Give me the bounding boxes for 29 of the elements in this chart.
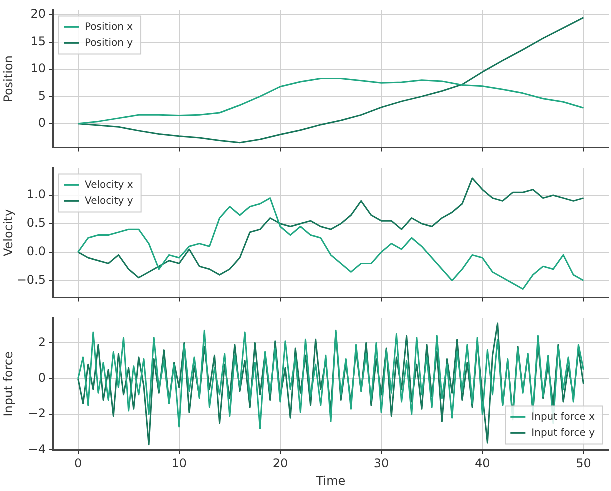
y-tick-label: 0.5	[26, 216, 46, 230]
y-tick-label: 2	[38, 335, 46, 350]
y-axis-title: Input force	[1, 352, 16, 417]
y-tick-label: 5	[38, 88, 46, 103]
x-axis-title: Time	[315, 474, 346, 488]
legend-label: Input force x	[532, 412, 596, 423]
x-tick-label: 50	[576, 456, 592, 471]
legend-label: Velocity x	[85, 180, 134, 191]
y-tick-label: −2	[28, 406, 46, 421]
y-tick-label: 1.0	[26, 188, 46, 202]
y-tick-label: 0	[38, 370, 46, 385]
legend-label: Position y	[85, 38, 134, 49]
y-axis-title: Position	[1, 56, 16, 102]
x-tick-label: 0	[74, 456, 82, 471]
y-tick-label: −4	[28, 442, 46, 456]
y-tick-label: 10	[30, 62, 46, 76]
x-tick-label: 20	[272, 456, 288, 471]
y-tick-label: −0.5	[16, 272, 46, 287]
x-tick-label: 30	[374, 456, 390, 471]
legend-label: Input force y	[532, 428, 596, 439]
y-tick-label: 0.0	[26, 244, 46, 258]
legend-label: Velocity y	[85, 196, 134, 207]
y-tick-label: 20	[30, 7, 46, 22]
x-tick-label: 10	[172, 456, 188, 471]
y-tick-label: 15	[30, 34, 46, 48]
legend-label: Position x	[85, 22, 134, 33]
y-tick-label: 0	[38, 116, 46, 130]
y-axis-title: Velocity	[1, 209, 16, 257]
x-tick-label: 40	[474, 456, 490, 471]
